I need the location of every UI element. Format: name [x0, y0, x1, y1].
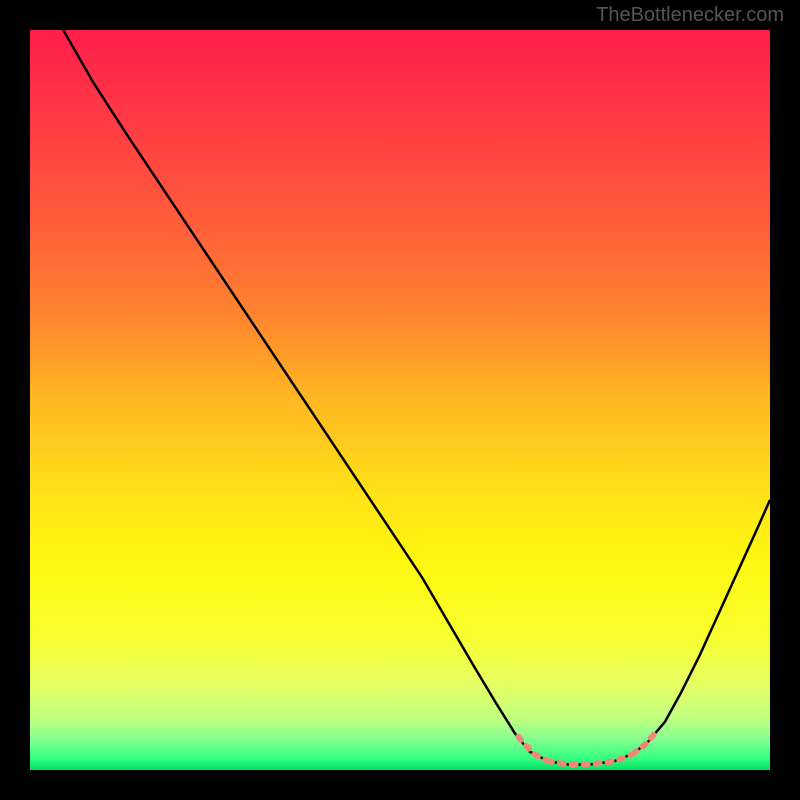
bottleneck-curve [63, 30, 770, 765]
plot-area [30, 30, 770, 770]
curve-layer [30, 30, 770, 770]
watermark-text: TheBottlenecker.com [596, 4, 784, 27]
trough-dash-segment [548, 755, 631, 765]
trough-dash-group [518, 733, 655, 765]
trough-dash-segment [633, 733, 655, 754]
trough-dash-segment [518, 737, 548, 761]
